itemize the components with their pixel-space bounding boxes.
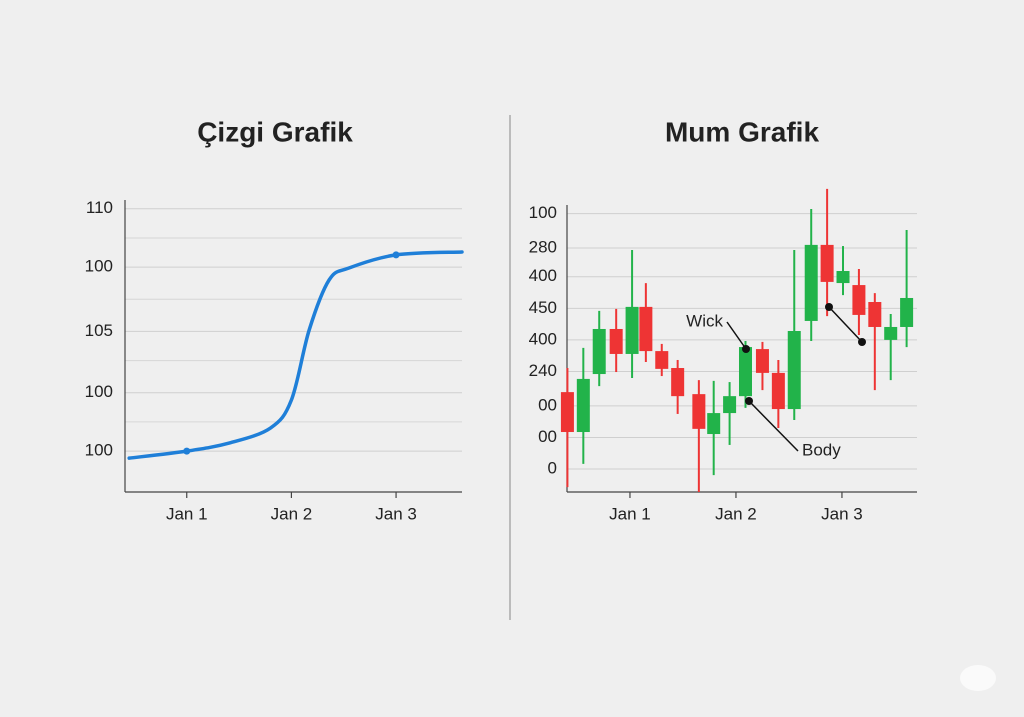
candle-body [852, 285, 866, 315]
x-tick-label: Jan 1 [609, 504, 651, 523]
candle-body [723, 396, 737, 414]
logo [960, 665, 996, 691]
y-tick-label: 240 [529, 361, 557, 380]
y-tick-label: 100 [529, 203, 557, 222]
candle-body [820, 244, 834, 282]
annotation-pointer [825, 303, 866, 346]
line [127, 250, 464, 460]
x-tick-label: Jan 3 [375, 504, 417, 523]
candle-body [560, 392, 574, 433]
y-tick-label: 100 [85, 382, 113, 401]
candle-body [884, 326, 898, 340]
x-tick-label: Jan 2 [715, 504, 757, 523]
annotation-dot [825, 303, 833, 311]
y-tick-label: 100 [85, 257, 113, 276]
y-tick-label: 00 [538, 427, 557, 446]
chart-title: Çizgi Grafik [197, 116, 353, 147]
annotation-dot [858, 338, 866, 346]
y-tick-label: 00 [538, 395, 557, 414]
candle-body [671, 368, 685, 397]
candle-body [707, 413, 721, 435]
annotation-line [748, 400, 799, 452]
x-tick-label: Jan 1 [166, 504, 208, 523]
candle-body [755, 349, 769, 373]
candle-body [625, 306, 639, 354]
y-tick-label: 400 [529, 329, 557, 348]
annotation-body: Body [745, 397, 841, 459]
candle-body [692, 394, 706, 429]
y-tick-label: 280 [529, 238, 557, 257]
y-tick-label: 110 [86, 198, 113, 217]
y-tick-label: 100 [85, 441, 113, 460]
y-tick-label: 450 [529, 298, 557, 317]
annotation-line [828, 306, 863, 343]
candle-body [836, 271, 850, 284]
candle-body [655, 351, 669, 369]
candle-body [609, 328, 623, 354]
candle-body [592, 328, 606, 375]
candle-body [576, 378, 590, 433]
annotation-wick: Wick [686, 311, 750, 353]
point-marker [392, 251, 400, 259]
candle-body [787, 330, 801, 410]
y-tick-label: 0 [548, 459, 557, 478]
candle-body [639, 306, 653, 352]
annotation-label: Wick [686, 311, 723, 330]
x-tick-label: Jan 2 [271, 504, 313, 523]
candle-body [804, 244, 818, 321]
candle-body [771, 372, 785, 410]
candle-body [900, 297, 914, 327]
annotation-line [726, 321, 747, 350]
annotation-label: Body [802, 440, 841, 459]
y-tick-label: 105 [85, 321, 113, 340]
candle-body [868, 302, 882, 327]
x-tick-label: Jan 3 [821, 504, 863, 523]
point-marker [183, 447, 191, 455]
y-tick-label: 400 [529, 266, 557, 285]
candle-body [738, 347, 752, 397]
annotation-dot [742, 345, 750, 353]
chart: 100 100 105 100 110 Jan 1 Jan 2 Jan 3 [85, 198, 464, 523]
annotation-dot [745, 397, 753, 405]
chart-title: Mum Grafik [665, 116, 819, 147]
